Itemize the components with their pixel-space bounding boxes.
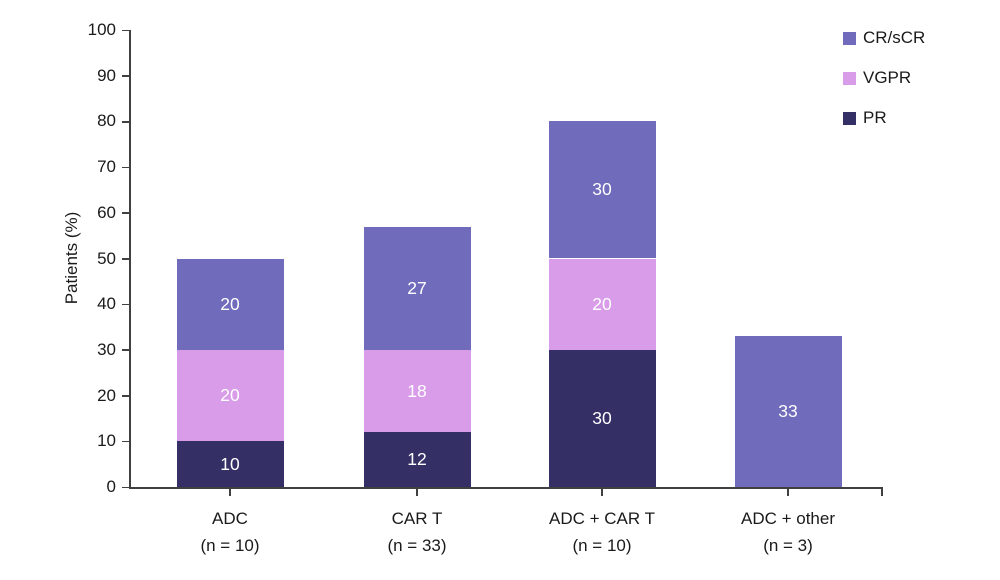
x-category-n: (n = 33)	[387, 536, 447, 555]
bar-value-label: 20	[220, 385, 240, 406]
y-tick-label: 0	[106, 477, 116, 496]
y-tick-mark	[122, 120, 129, 123]
y-tick-mark	[122, 395, 129, 397]
legend: CR/sCR VGPR PR	[843, 28, 925, 148]
bar-value-label: 20	[592, 293, 612, 314]
y-tick-label: 20	[97, 385, 116, 405]
x-category-label: ADC (n = 10)	[140, 505, 320, 559]
bar-segment-crscr: 27	[363, 226, 471, 350]
bar-value-label: 12	[407, 449, 427, 470]
bar-value-label: 10	[220, 453, 240, 474]
y-tick-label: 10	[97, 431, 116, 451]
x-category-name: ADC + other	[740, 509, 835, 528]
y-tick-label: 70	[97, 157, 116, 177]
y-tick-mark	[122, 303, 129, 306]
y-tick-label: 100	[87, 20, 116, 39]
bar-value-label: 30	[592, 407, 612, 428]
bar-segment-pr: 12	[363, 432, 471, 487]
bar-segment-vgpr: 18	[363, 349, 471, 433]
y-tick-label: 80	[97, 111, 116, 131]
y-tick-mark	[122, 349, 129, 352]
x-tick-mark	[787, 489, 789, 496]
bar-segment-crscr: 33	[734, 336, 842, 487]
y-tick-label: 50	[97, 248, 116, 268]
legend-label: VGPR	[863, 68, 912, 87]
bar-segment-crscr: 30	[548, 121, 656, 259]
y-tick-label: 90	[97, 65, 116, 85]
x-category-n: (n = 10)	[200, 536, 260, 555]
legend-label: PR	[863, 108, 887, 127]
x-category-label: ADC + other (n = 3)	[698, 505, 878, 559]
y-tick-mark	[122, 440, 129, 443]
bar-segment-vgpr: 20	[176, 349, 284, 442]
x-category-name: ADC	[212, 509, 248, 528]
y-tick-mark	[122, 75, 129, 77]
bar-value-label: 33	[778, 401, 798, 422]
x-tick-mark	[229, 489, 231, 496]
x-category-n: (n = 3)	[763, 536, 813, 555]
y-axis-line	[129, 30, 131, 489]
x-axis-line	[129, 487, 883, 489]
bar-value-label: 18	[407, 380, 427, 401]
x-tick-mark	[601, 489, 603, 496]
legend-item: VGPR	[843, 68, 925, 88]
x-axis-end-tick	[881, 489, 883, 496]
y-tick-label: 40	[97, 294, 116, 314]
bar-value-label: 27	[407, 277, 427, 298]
y-tick-mark	[122, 166, 129, 169]
x-category-name: CAR T	[391, 509, 443, 528]
x-category-label: CAR T (n = 33)	[327, 505, 507, 559]
bar-segment-pr: 10	[176, 441, 284, 487]
bar-segment-pr: 30	[548, 349, 656, 487]
bar-value-label: 30	[592, 179, 612, 200]
legend-swatch	[843, 31, 856, 45]
y-tick-mark	[122, 212, 129, 214]
bar-segment-crscr: 20	[176, 258, 284, 350]
y-tick-label: 30	[97, 339, 116, 359]
legend-label: CR/sCR	[863, 28, 926, 47]
bar-value-label: 20	[220, 293, 240, 314]
legend-swatch	[843, 71, 856, 85]
y-tick-mark	[122, 486, 129, 489]
legend-item: CR/sCR	[843, 28, 925, 48]
bar-segment-vgpr: 20	[548, 258, 656, 350]
legend-item: PR	[843, 108, 925, 128]
x-tick-mark	[416, 489, 418, 496]
y-tick-label: 60	[97, 202, 116, 222]
x-category-n: (n = 10)	[572, 536, 632, 555]
x-category-label: ADC + CAR T (n = 10)	[512, 505, 692, 559]
x-category-name: ADC + CAR T	[549, 509, 655, 528]
legend-swatch	[843, 111, 856, 125]
y-tick-mark	[122, 29, 129, 32]
y-tick-mark	[122, 258, 129, 260]
